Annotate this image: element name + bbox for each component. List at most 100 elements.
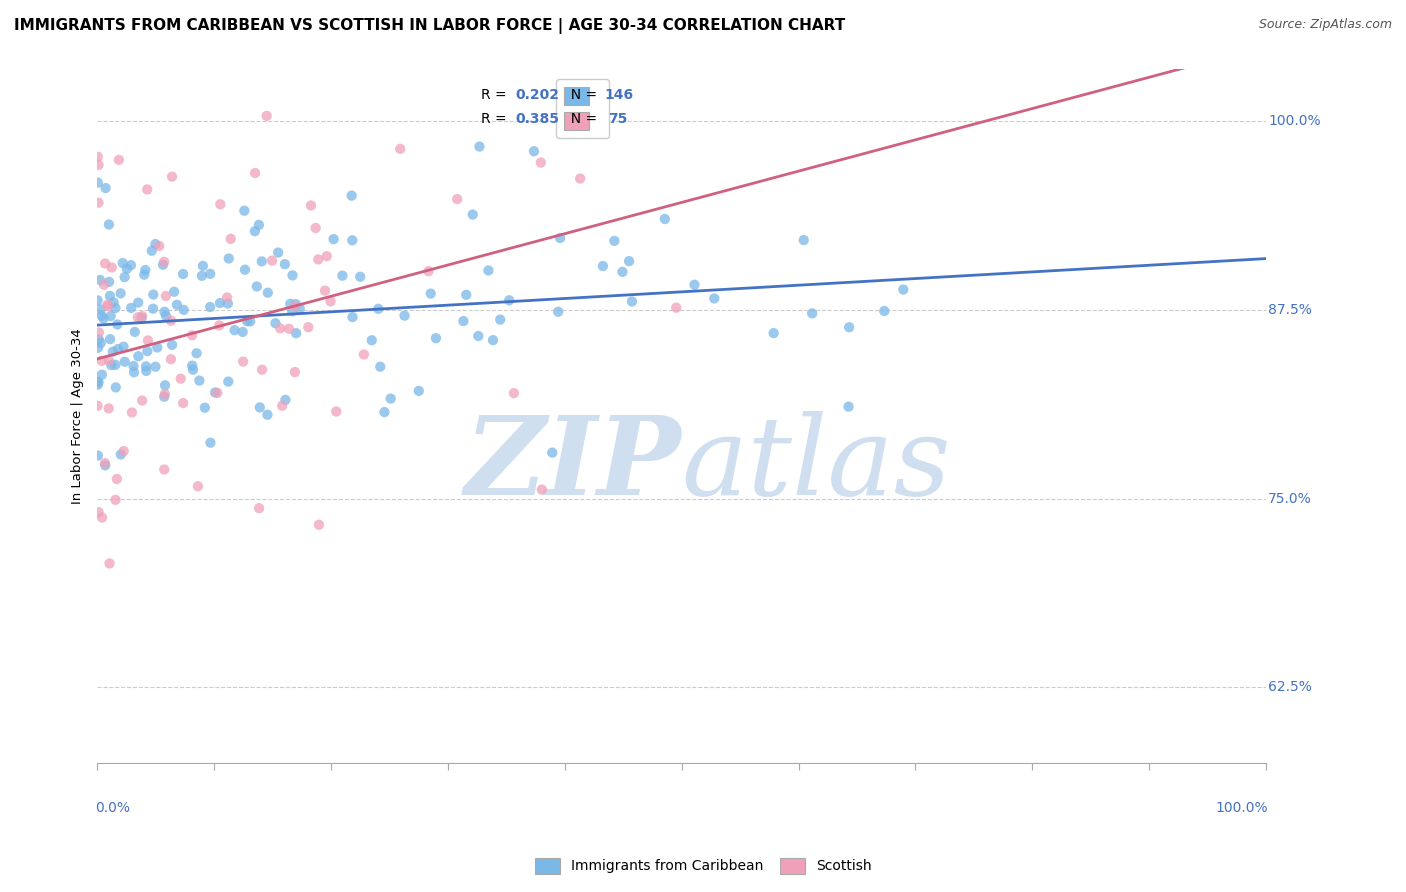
Point [146, 341, 169, 355]
Point [121, 405, 143, 419]
Point [456, 287, 478, 301]
Point [131, 393, 153, 408]
Point [278, 297, 301, 311]
Point [308, 517, 330, 532]
Point [87, 176, 110, 190]
Point [87, 376, 110, 390]
Text: R =: R = [481, 88, 510, 102]
Point [136, 334, 159, 348]
Point [288, 301, 311, 316]
Point [110, 286, 132, 301]
Point [218, 252, 240, 266]
Point [236, 314, 259, 328]
Y-axis label: In Labor Force | Age 30-34: In Labor Force | Age 30-34 [72, 327, 84, 503]
Point [891, 283, 914, 297]
Text: R =: R = [481, 112, 510, 126]
Point [103, 295, 125, 310]
Point [148, 239, 170, 253]
Point [87, 332, 110, 346]
Point [93, 311, 115, 326]
Point [86, 377, 108, 392]
Point [153, 387, 176, 401]
Point [408, 384, 430, 398]
Point [97, 299, 120, 313]
Point [243, 166, 266, 180]
Point [87, 505, 110, 519]
Point [104, 492, 127, 507]
Point [523, 145, 546, 159]
Point [131, 311, 153, 326]
Point [617, 254, 640, 268]
Point [801, 306, 824, 320]
Point [269, 321, 291, 335]
Point [389, 142, 412, 156]
Point [115, 261, 138, 276]
Point [87, 341, 110, 355]
Text: N =: N = [562, 112, 602, 126]
Point [94, 181, 117, 195]
Point [91, 368, 114, 382]
Point [256, 408, 278, 422]
Point [127, 295, 149, 310]
Point [243, 224, 266, 238]
Text: 87.5%: 87.5% [1268, 303, 1312, 317]
Point [112, 444, 135, 458]
Point [181, 359, 204, 373]
Point [419, 286, 441, 301]
Point [640, 37, 662, 51]
Point [122, 365, 145, 379]
Point [838, 320, 860, 334]
Legend: Immigrants from Caribbean, Scottish: Immigrants from Caribbean, Scottish [527, 851, 879, 880]
Point [86, 375, 108, 389]
Point [97, 401, 120, 416]
Point [278, 322, 301, 336]
Point [120, 258, 142, 272]
Point [104, 358, 127, 372]
Point [172, 267, 194, 281]
Point [418, 264, 440, 278]
Point [160, 352, 183, 367]
Point [209, 197, 232, 211]
Point [181, 328, 204, 343]
Point [114, 355, 136, 369]
Text: 100.0%: 100.0% [1216, 801, 1268, 815]
Point [208, 318, 231, 333]
Point [107, 342, 129, 356]
Point [360, 333, 382, 347]
Point [87, 449, 110, 463]
Point [136, 344, 159, 359]
Text: Source: ZipAtlas.com: Source: ZipAtlas.com [1258, 18, 1392, 31]
Point [98, 557, 121, 571]
Point [477, 263, 499, 277]
Legend: , : , [555, 78, 609, 138]
Point [762, 326, 785, 340]
Point [191, 268, 214, 283]
Text: 75: 75 [607, 112, 627, 126]
Point [104, 380, 127, 394]
Point [198, 300, 221, 314]
Text: 0.0%: 0.0% [96, 801, 131, 815]
Point [620, 294, 643, 309]
Point [247, 218, 270, 232]
Point [219, 232, 242, 246]
Point [530, 155, 553, 169]
Point [315, 249, 337, 263]
Point [172, 396, 194, 410]
Point [250, 362, 273, 376]
Point [232, 325, 254, 339]
Text: 100.0%: 100.0% [1268, 114, 1320, 128]
Point [380, 392, 402, 406]
Point [307, 252, 329, 267]
Point [325, 404, 347, 418]
Point [152, 258, 174, 272]
Point [186, 346, 208, 360]
Point [592, 259, 614, 273]
Point [547, 304, 569, 318]
Text: 0.202: 0.202 [516, 88, 560, 102]
Point [155, 289, 177, 303]
Point [274, 257, 297, 271]
Point [247, 501, 270, 516]
Point [468, 139, 491, 153]
Point [100, 358, 122, 372]
Point [153, 462, 176, 476]
